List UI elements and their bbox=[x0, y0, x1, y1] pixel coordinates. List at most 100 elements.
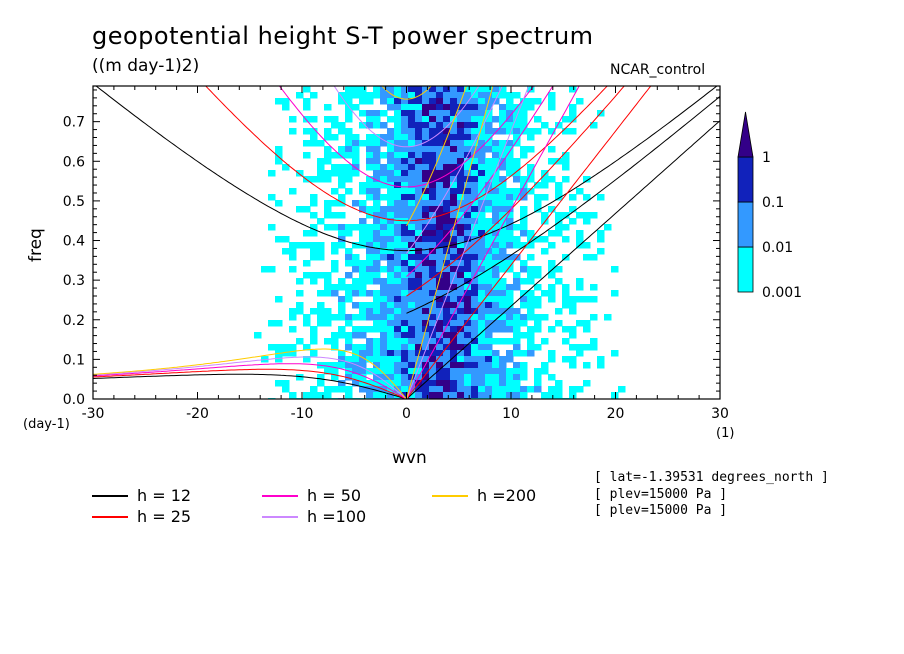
spectrum-cell bbox=[450, 386, 458, 393]
spectrum-cell bbox=[415, 206, 423, 213]
spectrum-cell bbox=[464, 254, 472, 261]
spectrum-cell bbox=[471, 206, 479, 213]
spectrum-cell bbox=[457, 392, 465, 399]
spectrum-cell bbox=[408, 356, 416, 363]
spectrum-cell bbox=[415, 176, 423, 183]
spectrum-cell bbox=[436, 332, 444, 339]
spectrum-cell bbox=[499, 128, 507, 135]
spectrum-cell bbox=[289, 314, 297, 321]
spectrum-cell bbox=[296, 308, 304, 315]
spectrum-cell bbox=[499, 164, 507, 171]
spectrum-cell bbox=[338, 326, 346, 333]
spectrum-cell bbox=[394, 92, 402, 99]
spectrum-cell bbox=[380, 254, 388, 261]
spectrum-cell bbox=[513, 386, 521, 393]
spectrum-cell bbox=[429, 164, 437, 171]
spectrum-cell bbox=[408, 146, 416, 153]
spectrum-cell bbox=[422, 320, 430, 327]
spectrum-cell bbox=[429, 236, 437, 243]
spectrum-cell bbox=[359, 308, 367, 315]
spectrum-cell bbox=[429, 338, 437, 345]
legend-swatch bbox=[92, 495, 128, 497]
spectrum-cell bbox=[548, 356, 556, 363]
spectrum-cell bbox=[408, 92, 416, 99]
spectrum-cell bbox=[492, 140, 500, 147]
spectrum-cell bbox=[443, 206, 451, 213]
spectrum-cell bbox=[352, 332, 360, 339]
spectrum-cell bbox=[422, 92, 430, 99]
spectrum-cell bbox=[380, 86, 388, 93]
spectrum-cell bbox=[471, 128, 479, 135]
spectrum-cell bbox=[380, 314, 388, 321]
spectrum-cell bbox=[569, 308, 577, 315]
spectrum-cell bbox=[310, 128, 318, 135]
spectrum-cell bbox=[422, 278, 430, 285]
spectrum-cell bbox=[387, 392, 395, 399]
spectrum-cell bbox=[527, 386, 535, 393]
spectrum-cell bbox=[520, 116, 528, 123]
spectrum-cell bbox=[401, 140, 409, 147]
spectrum-cell bbox=[380, 278, 388, 285]
spectrum-cell bbox=[450, 146, 458, 153]
spectrum-cell bbox=[520, 278, 528, 285]
spectrum-cell bbox=[457, 248, 465, 255]
spectrum-cell bbox=[534, 116, 542, 123]
spectrum-cell bbox=[415, 146, 423, 153]
spectrum-cell bbox=[373, 260, 381, 267]
spectrum-cell bbox=[422, 290, 430, 297]
spectrum-cell bbox=[373, 278, 381, 285]
spectrum-cell bbox=[387, 92, 395, 99]
spectrum-cell bbox=[443, 338, 451, 345]
spectrum-cell bbox=[548, 296, 556, 303]
spectrum-cell bbox=[366, 326, 374, 333]
spectrum-cell bbox=[345, 230, 353, 237]
spectrum-cell bbox=[380, 338, 388, 345]
spectrum-cell bbox=[506, 170, 514, 177]
colorbar-segment bbox=[737, 246, 754, 293]
spectrum-cell bbox=[352, 224, 360, 231]
spectrum-cell bbox=[562, 158, 570, 165]
spectrum-cell bbox=[436, 200, 444, 207]
spectrum-cell bbox=[366, 152, 374, 159]
spectrum-cell bbox=[380, 290, 388, 297]
spectrum-cell bbox=[457, 290, 465, 297]
spectrum-cell bbox=[527, 350, 535, 357]
spectrum-cell bbox=[604, 224, 612, 231]
y-tick-label: 0.2 bbox=[63, 313, 85, 329]
spectrum-field bbox=[93, 86, 720, 399]
spectrum-cell bbox=[576, 212, 584, 219]
x-tick-label: 10 bbox=[502, 406, 520, 422]
spectrum-cell bbox=[597, 248, 605, 255]
spectrum-cell bbox=[352, 254, 360, 261]
spectrum-cell bbox=[387, 176, 395, 183]
spectrum-cell bbox=[506, 392, 514, 399]
spectrum-cell bbox=[401, 146, 409, 153]
spectrum-cell bbox=[471, 344, 479, 351]
spectrum-cell bbox=[492, 362, 500, 369]
spectrum-cell bbox=[394, 380, 402, 387]
spectrum-cell bbox=[492, 254, 500, 261]
spectrum-cell bbox=[352, 266, 360, 273]
spectrum-cell bbox=[303, 104, 311, 111]
spectrum-cell bbox=[394, 374, 402, 381]
spectrum-cell bbox=[534, 206, 542, 213]
spectrum-cell bbox=[394, 338, 402, 345]
spectrum-cell bbox=[485, 86, 493, 93]
spectrum-cell bbox=[450, 194, 458, 201]
spectrum-cell bbox=[401, 386, 409, 393]
spectrum-cell bbox=[457, 242, 465, 249]
spectrum-cell bbox=[429, 92, 437, 99]
spectrum-cell bbox=[345, 116, 353, 123]
spectrum-cell bbox=[471, 200, 479, 207]
spectrum-cell bbox=[569, 104, 577, 111]
spectrum-cell bbox=[415, 236, 423, 243]
spectrum-cell bbox=[478, 164, 486, 171]
rossby-curve-h50 bbox=[93, 363, 407, 399]
spectrum-cell bbox=[366, 134, 374, 141]
mrg-curve-h200 bbox=[406, 86, 467, 227]
spectrum-cell bbox=[310, 386, 318, 393]
spectrum-cell bbox=[436, 230, 444, 237]
spectrum-cell bbox=[478, 242, 486, 249]
spectrum-cell bbox=[548, 326, 556, 333]
spectrum-cell bbox=[373, 302, 381, 309]
